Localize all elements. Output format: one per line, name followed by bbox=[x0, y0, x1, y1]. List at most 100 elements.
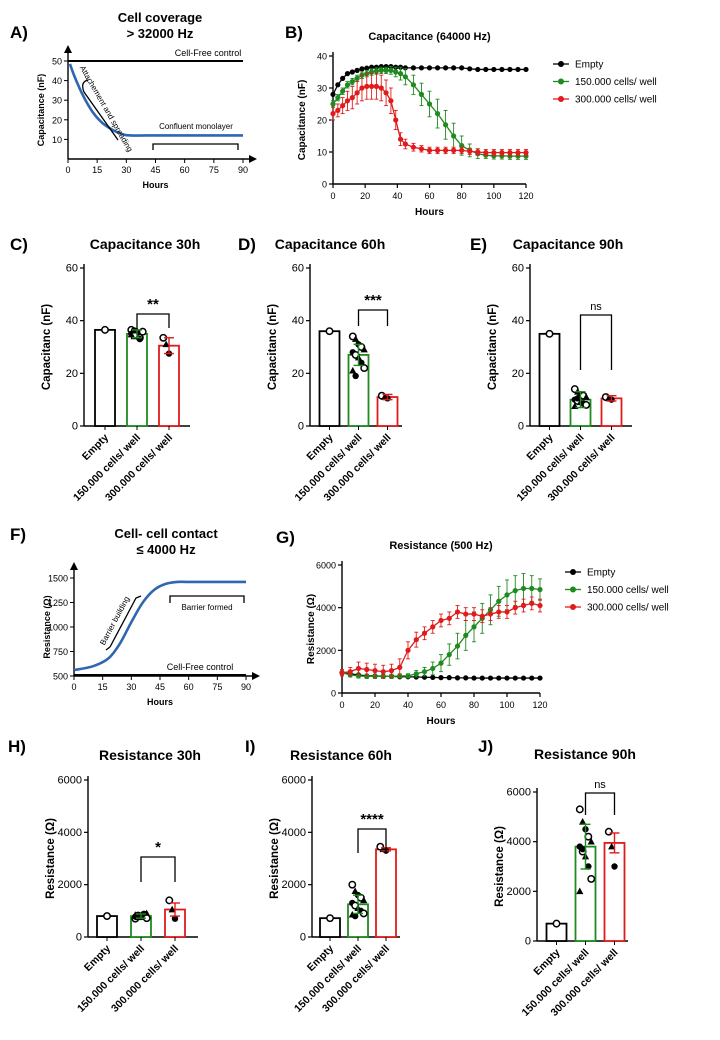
data-point bbox=[515, 150, 521, 156]
data-point bbox=[380, 669, 386, 675]
panel-letter-F: F) bbox=[10, 525, 26, 544]
data-point bbox=[434, 65, 441, 71]
bar bbox=[158, 344, 180, 427]
x-tick-label: 60 bbox=[424, 191, 434, 201]
data-point bbox=[504, 675, 510, 681]
y-axis-label: Capacitance (nF) bbox=[36, 74, 46, 147]
data-point bbox=[359, 85, 365, 91]
significance-bracket bbox=[140, 856, 176, 882]
chart-title: Capacitance (64000 Hz) bbox=[368, 31, 491, 43]
y-tick-label: 40 bbox=[292, 315, 304, 327]
replicate-point bbox=[587, 837, 595, 845]
series-2 bbox=[330, 73, 529, 157]
legend-marker bbox=[570, 586, 576, 593]
legend-label: 300.000 cells/ well bbox=[587, 603, 669, 614]
data-point bbox=[467, 148, 473, 154]
data-point bbox=[475, 66, 481, 73]
x-tick-label: 90 bbox=[238, 165, 248, 175]
legend-label: Empty bbox=[575, 60, 603, 71]
x-tick-label: 45 bbox=[155, 682, 165, 692]
legend-marker bbox=[558, 96, 564, 102]
y-tick-label: 0 bbox=[300, 932, 306, 944]
data-point bbox=[421, 630, 428, 636]
data-point bbox=[491, 150, 497, 156]
x-tick-label: 75 bbox=[209, 165, 219, 175]
series-1 bbox=[330, 66, 529, 160]
y-tick-label: 60 bbox=[512, 263, 524, 275]
replicate-point bbox=[360, 896, 368, 904]
panel-A: A) Cell coverage > 32000 Hz bbox=[10, 10, 202, 42]
data-point bbox=[430, 624, 436, 630]
chart-I: Resistance 60h 0 2000 4000 6000 Resistance (Ω… bbox=[269, 747, 400, 1015]
panel-F-title: Cell- cell contact bbox=[114, 526, 218, 541]
data-point bbox=[383, 67, 389, 73]
x-tick-label: 20 bbox=[360, 191, 370, 201]
data-point bbox=[499, 150, 505, 156]
x-tick-label: 0 bbox=[65, 165, 70, 175]
panel-letter-E: E) bbox=[470, 235, 487, 254]
chart-title: Capacitance 60h bbox=[275, 236, 386, 252]
panel-F-subtitle: ≤ 4000 Hz bbox=[136, 542, 196, 557]
data-point bbox=[434, 147, 441, 153]
data-point bbox=[491, 66, 497, 73]
data-point bbox=[438, 660, 444, 666]
x-tick-label: 40 bbox=[403, 700, 413, 710]
y-tick-label: 0 bbox=[72, 421, 78, 433]
bar bbox=[94, 328, 116, 427]
data-point bbox=[479, 675, 485, 681]
replicate-point bbox=[552, 919, 561, 928]
chart-C: Capacitance 30h 0 20 40 60 Capacitanc (nF) Emp… bbox=[41, 236, 200, 504]
y-axis-label: Capacitanc (nF) bbox=[487, 304, 499, 390]
y-tick-label: 1500 bbox=[48, 574, 68, 584]
data-point bbox=[499, 66, 505, 73]
data-point bbox=[446, 615, 452, 621]
replicate-point bbox=[348, 880, 357, 889]
replicate-point bbox=[127, 330, 135, 338]
replicate-point bbox=[576, 887, 584, 895]
data-point bbox=[410, 82, 417, 88]
data-point bbox=[537, 675, 543, 681]
y-axis-label: Resistance (Ω) bbox=[45, 818, 57, 899]
data-point bbox=[405, 647, 411, 653]
data-point bbox=[507, 150, 513, 156]
data-point bbox=[397, 136, 404, 142]
y-tick-label: 0 bbox=[525, 936, 531, 948]
x-tick-label: 0 bbox=[330, 191, 335, 201]
x-tick-label: Empty bbox=[82, 943, 113, 974]
significance-bracket bbox=[584, 792, 616, 815]
data-point bbox=[413, 671, 419, 677]
bar bbox=[603, 842, 626, 942]
data-point bbox=[496, 675, 502, 681]
legend-marker bbox=[558, 61, 564, 67]
data-point bbox=[373, 83, 380, 89]
data-point bbox=[438, 617, 444, 624]
significance-bracket bbox=[357, 309, 389, 326]
y-tick-label: 1250 bbox=[48, 598, 68, 608]
data-point bbox=[383, 90, 389, 96]
data-point bbox=[410, 65, 417, 71]
data-point bbox=[442, 65, 449, 71]
x-tick-label: 100 bbox=[486, 191, 501, 201]
data-point bbox=[388, 98, 394, 104]
significance-label: * bbox=[155, 839, 161, 856]
data-point bbox=[373, 68, 380, 74]
y-tick-label: 10 bbox=[52, 135, 62, 145]
data-point bbox=[330, 111, 336, 117]
data-point bbox=[349, 95, 355, 101]
data-point bbox=[430, 674, 436, 681]
x-tick-label: 0 bbox=[71, 682, 76, 692]
y-tick-label: 40 bbox=[512, 315, 524, 327]
phase1-label: Attachement and spreading bbox=[78, 64, 135, 153]
y-tick-label: 0 bbox=[76, 932, 82, 944]
data-point bbox=[378, 85, 384, 91]
data-point bbox=[402, 74, 408, 80]
legend-label: 300.000 cells/ well bbox=[575, 95, 657, 106]
panel-letter-J: J) bbox=[478, 737, 493, 756]
replicate-point bbox=[604, 827, 613, 836]
data-point bbox=[471, 611, 477, 617]
panel-letter-G: G) bbox=[276, 528, 295, 547]
data-point bbox=[504, 609, 510, 615]
data-point bbox=[451, 65, 457, 71]
chart-title: Resistance (500 Hz) bbox=[389, 540, 493, 552]
